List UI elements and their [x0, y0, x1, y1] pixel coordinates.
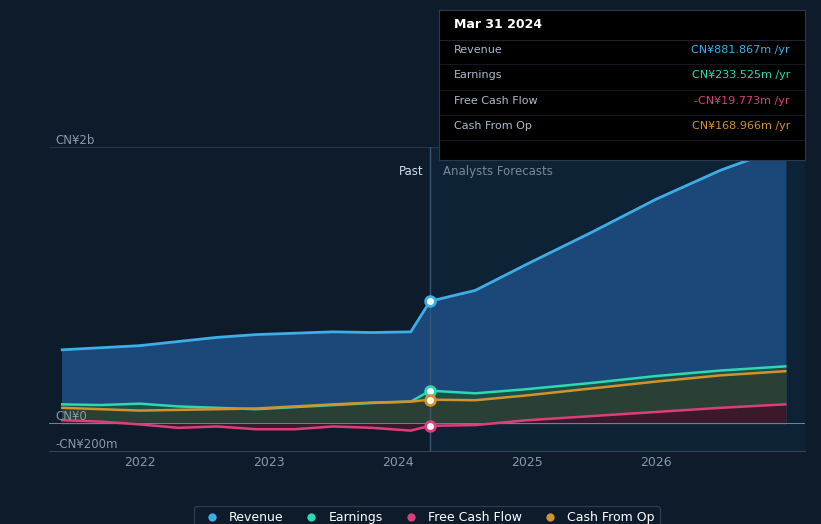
Text: -CN¥19.773m /yr: -CN¥19.773m /yr — [695, 95, 790, 106]
Text: CN¥0: CN¥0 — [56, 410, 88, 423]
Text: Past: Past — [399, 165, 424, 178]
Text: Earnings: Earnings — [454, 70, 502, 80]
Text: CN¥881.867m /yr: CN¥881.867m /yr — [691, 45, 790, 55]
Text: -CN¥200m: -CN¥200m — [56, 438, 118, 451]
Text: CN¥2b: CN¥2b — [56, 134, 95, 147]
Bar — [430, 147, 805, 451]
Text: Cash From Op: Cash From Op — [454, 121, 532, 131]
Text: Analysts Forecasts: Analysts Forecasts — [443, 165, 553, 178]
Legend: Revenue, Earnings, Free Cash Flow, Cash From Op: Revenue, Earnings, Free Cash Flow, Cash … — [195, 507, 659, 524]
Text: Revenue: Revenue — [454, 45, 502, 55]
Text: Free Cash Flow: Free Cash Flow — [454, 95, 538, 106]
Text: CN¥233.525m /yr: CN¥233.525m /yr — [691, 70, 790, 80]
Text: CN¥168.966m /yr: CN¥168.966m /yr — [691, 121, 790, 131]
Text: Mar 31 2024: Mar 31 2024 — [454, 18, 542, 31]
